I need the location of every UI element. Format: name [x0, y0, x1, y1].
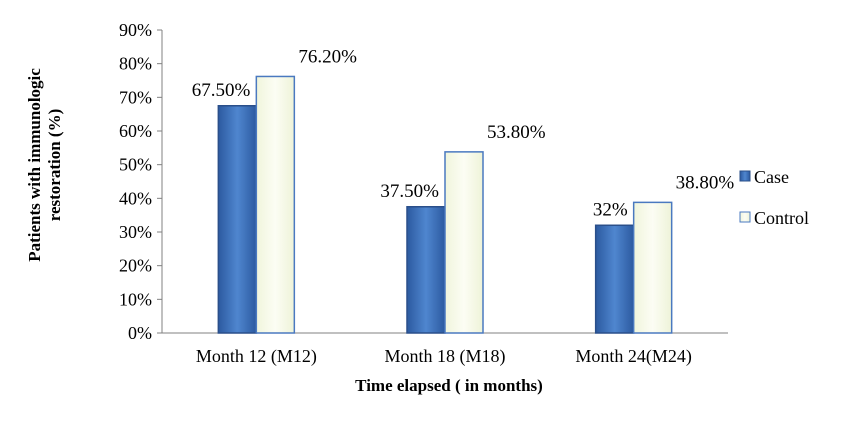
- case-legend-swatch: [739, 170, 751, 182]
- x-axis-categories: Month 12 (M12) Month 18 (M18) Month 24(M24…: [196, 346, 692, 367]
- control-bar-3: [632, 201, 673, 334]
- legend: Case Control: [739, 167, 809, 228]
- y-tick-label: 60%: [119, 121, 152, 141]
- y-tick-label: 80%: [119, 54, 152, 74]
- y-tick-label: 30%: [119, 222, 152, 242]
- y-tick-label: 90%: [119, 20, 152, 40]
- x-axis-title: Time elapsed ( in months): [355, 376, 543, 395]
- y-axis-title-line-2: restoration (%): [45, 109, 64, 222]
- y-tick-label: 20%: [119, 256, 152, 276]
- control-data-label-3: 38.80%: [676, 172, 735, 193]
- control-legend-swatch: [739, 211, 751, 223]
- y-tick-label: 40%: [119, 188, 152, 208]
- y-tick-label: 10%: [119, 289, 152, 309]
- y-axis-ticks: 0% 10% 20% 30% 40% 50% 60% 70% 80% 90%: [119, 20, 152, 343]
- case-data-label-1: 67.50%: [192, 80, 251, 101]
- case-bar-3: [594, 224, 635, 334]
- case-data-label-3: 32%: [593, 199, 628, 220]
- x-category-label: Month 12 (M12): [196, 346, 317, 367]
- y-axis-title: Patients with immunologic restoration (%…: [25, 68, 64, 262]
- case-data-label-2: 37.50%: [380, 181, 439, 202]
- y-tick-label: 0%: [128, 323, 152, 343]
- case-bar-1: [217, 105, 258, 334]
- x-category-label: Month 18 (M18): [385, 346, 506, 367]
- y-tick-label: 50%: [119, 155, 152, 175]
- control-legend-label: Control: [754, 208, 809, 228]
- bars-group: [217, 75, 673, 334]
- control-data-label-2: 53.80%: [487, 122, 546, 143]
- data-labels-group: 67.50% 76.20% 37.50% 53.80% 32% 38.80%: [192, 46, 735, 220]
- y-tick-label: 70%: [119, 87, 152, 107]
- x-category-label: Month 24(M24): [575, 346, 692, 367]
- control-bar-2: [444, 151, 484, 334]
- y-axis-title-line-1: Patients with immunologic: [25, 68, 44, 262]
- case-bar-2: [406, 206, 446, 334]
- control-data-label-1: 76.20%: [298, 46, 357, 67]
- case-legend-label: Case: [754, 167, 789, 187]
- y-axis-tick-marks: [157, 29, 162, 334]
- control-bar-1: [255, 75, 296, 334]
